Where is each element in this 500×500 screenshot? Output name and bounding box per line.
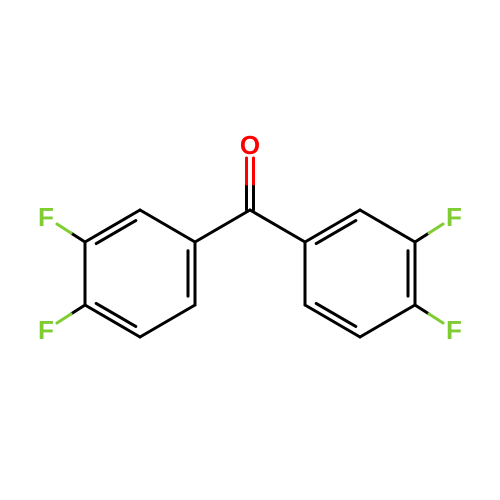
molecule-diagram: O F F F F (0, 0, 500, 500)
atom-label-f: F (38, 315, 54, 345)
atom-label-f: F (38, 202, 54, 232)
atom-label-f: F (446, 202, 462, 232)
atom-label-f: F (446, 315, 462, 345)
atom-label-o: O (240, 130, 260, 160)
